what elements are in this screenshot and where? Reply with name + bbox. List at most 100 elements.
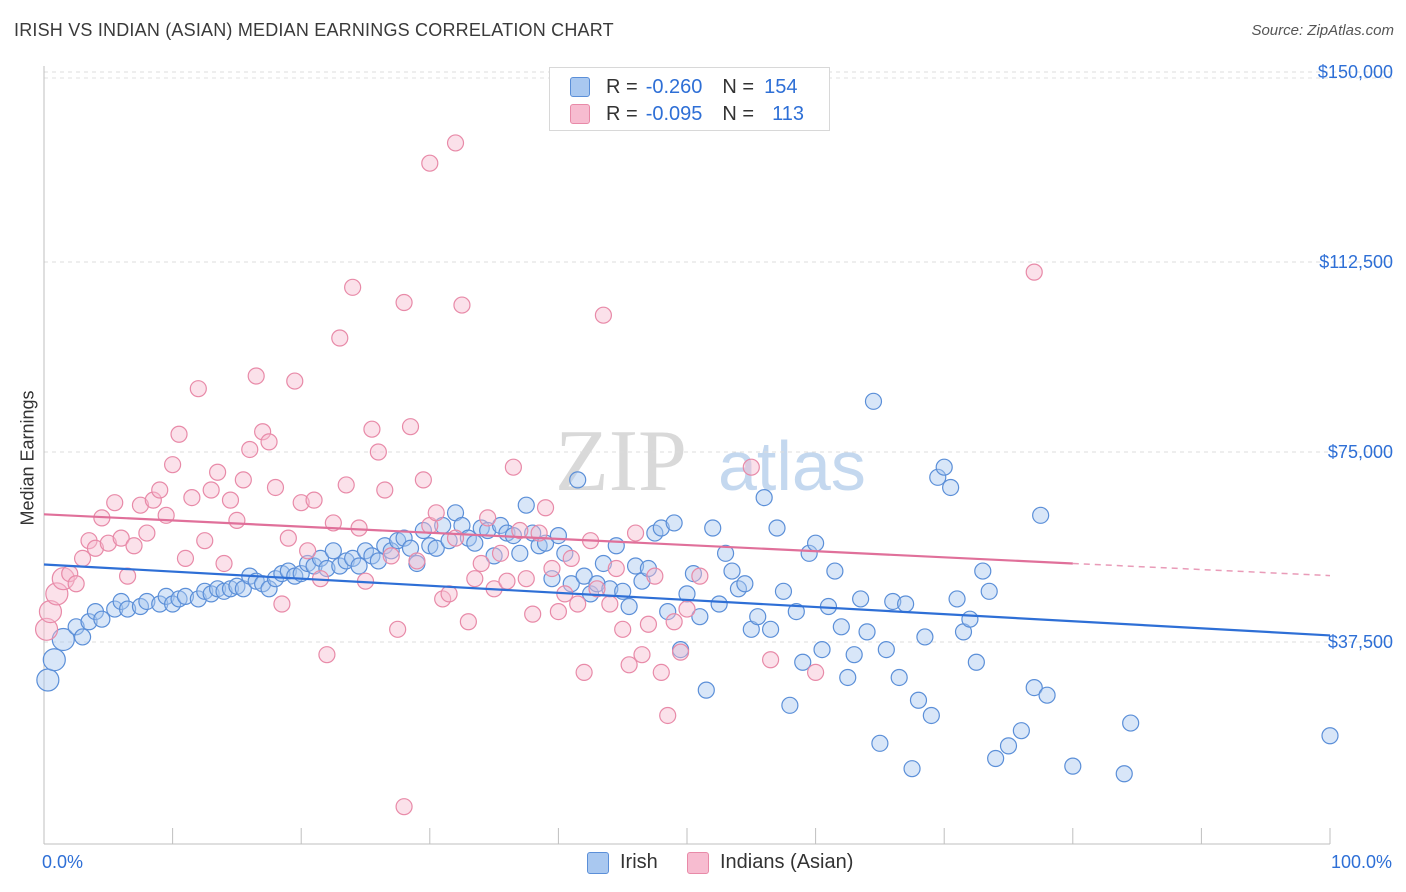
indian-point: [337, 476, 355, 494]
irish-point: [517, 496, 535, 514]
legend-r-label: R =: [606, 75, 638, 98]
indian-point: [691, 567, 709, 585]
indian-point: [202, 481, 220, 499]
irish-point: [382, 542, 400, 560]
indian-point: [678, 600, 696, 618]
irish-point: [710, 595, 728, 613]
indian-point: [466, 570, 484, 588]
indian-point: [601, 595, 619, 613]
irish-point: [138, 592, 156, 611]
indian-point: [221, 491, 240, 509]
irish-point: [466, 534, 484, 552]
indian-point: [176, 549, 195, 568]
indian-point: [504, 458, 522, 476]
indian-point: [45, 582, 69, 606]
indian-point: [395, 293, 413, 312]
series-legend-indian: Indians (Asian): [687, 851, 853, 874]
indian-point: [479, 509, 497, 527]
irish-point: [1064, 757, 1082, 775]
indian-point: [144, 491, 162, 509]
indian-point: [459, 613, 477, 631]
legend-n-value: 154: [764, 75, 798, 98]
y-tick-label: $150,000: [1318, 62, 1393, 82]
irish-point: [1038, 686, 1056, 704]
irish-point: [659, 602, 677, 621]
irish-trendline: [43, 563, 1331, 637]
indian-point: [131, 496, 150, 514]
irish-point: [543, 570, 561, 588]
irish-point: [909, 691, 928, 709]
indian-point: [106, 494, 124, 512]
irish-point: [511, 544, 529, 562]
indian-point: [549, 602, 568, 621]
irish-point: [601, 580, 619, 598]
irish-point: [620, 597, 638, 616]
indian-legend-label: Indians (Asian): [720, 851, 854, 873]
irish-point: [942, 478, 960, 497]
irish-point: [395, 529, 413, 547]
indian-point: [491, 544, 510, 562]
irish-point: [51, 627, 75, 652]
stats-legend: R = -0.260 N = 154 R = -0.095 N = 113: [549, 67, 830, 131]
axes: [43, 66, 1331, 845]
indian-point: [446, 134, 465, 152]
indian-point: [34, 617, 59, 641]
indian-point: [575, 663, 593, 682]
irish-point: [588, 575, 606, 593]
irish-point: [665, 514, 683, 532]
indian-point: [594, 306, 613, 324]
legend-row-irish: R = -0.260 N = 154: [570, 75, 797, 99]
indian-series: [34, 134, 1043, 816]
indian-point: [363, 420, 381, 438]
irish-point: [864, 392, 883, 410]
series-legend: Irish Indians (Asian): [0, 851, 1406, 877]
indian-point: [543, 559, 561, 578]
indian-point: [427, 504, 445, 522]
indian-point: [633, 646, 651, 664]
legend-r-value: -0.260: [645, 75, 703, 98]
indian-point: [569, 595, 587, 613]
indian-point: [164, 456, 182, 474]
irish-point: [845, 646, 863, 664]
irish-point: [42, 648, 66, 672]
indian-point: [382, 547, 400, 565]
legend-row-indian: R = -0.095 N = 113: [570, 102, 804, 126]
indian-point: [511, 521, 529, 540]
indian-point: [626, 524, 645, 542]
irish-point: [569, 471, 587, 489]
irish-point: [813, 640, 831, 659]
indian-point: [247, 367, 265, 385]
irish-point: [67, 618, 85, 636]
irish-point: [704, 519, 722, 537]
indian-point: [292, 494, 310, 512]
x-tick-min: 0.0%: [42, 852, 84, 872]
legend-swatch-irish: [570, 77, 590, 97]
indian-point: [562, 549, 580, 568]
indian-point: [369, 443, 387, 461]
indian-point: [639, 615, 658, 633]
indian-point: [331, 329, 349, 347]
irish-point: [980, 582, 998, 600]
watermark: ZIP atlas: [555, 413, 866, 510]
irish-point: [1115, 765, 1133, 783]
indian-trendline: [43, 513, 1073, 565]
irish-point: [999, 737, 1018, 755]
irish-point: [800, 544, 818, 562]
irish-point: [1321, 727, 1339, 745]
indian-point: [266, 478, 285, 497]
indian-point: [273, 595, 291, 613]
indian-point: [614, 620, 632, 638]
indian-point: [376, 481, 394, 499]
indian-point: [67, 575, 85, 593]
indian-point: [86, 539, 105, 557]
indian-point: [806, 663, 825, 682]
indian-point: [286, 372, 304, 390]
series-legend-irish: Irish: [587, 851, 658, 874]
irish-point: [626, 557, 645, 575]
indian-point: [498, 572, 516, 590]
irish-point: [691, 608, 709, 626]
irish-point: [607, 537, 625, 555]
irish-point: [652, 519, 670, 537]
indian-point: [1025, 263, 1043, 281]
